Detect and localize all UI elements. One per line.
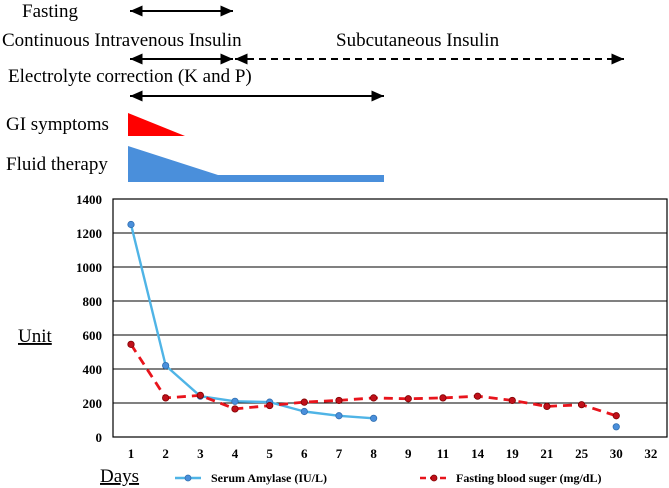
y-tick-label: 0 [96, 430, 103, 445]
fasting-label: Fasting [22, 1, 78, 22]
legend: Serum Amylase (IU/L) Fasting blood suger… [175, 471, 601, 485]
amylase-point [127, 220, 135, 229]
amylase-point [162, 361, 170, 370]
y-axis-label: Unit [18, 326, 53, 347]
gi-symptoms-label: GI symptoms [6, 114, 109, 135]
y-tick-label: 800 [83, 294, 103, 309]
blood-sugar-point [196, 391, 204, 399]
blood-sugar-line [129, 343, 617, 418]
x-tick-label: 21 [540, 446, 553, 461]
x-tick-label: 4 [232, 446, 239, 461]
blood-sugar-point [335, 396, 343, 405]
legend-sugar-marker [430, 474, 438, 482]
blood-sugar-point [577, 401, 586, 409]
y-tick-label: 1200 [76, 226, 102, 241]
x-axis-label: Days [100, 466, 139, 487]
blood-sugar-point [439, 394, 447, 402]
amylase-point [335, 412, 343, 420]
amylase-line [129, 224, 374, 420]
y-tick-label: 1400 [76, 192, 102, 207]
blood-sugar-point [543, 402, 551, 410]
blood-sugar-point [127, 340, 135, 348]
gi-symptoms-wedge [128, 113, 185, 136]
blood-sugar-point [612, 412, 620, 420]
x-tick-label: 1 [128, 446, 135, 461]
x-tick-label: 6 [301, 446, 308, 461]
blood-sugar-point [473, 392, 482, 400]
x-tick-label: 2 [162, 446, 169, 461]
amylase-point [231, 397, 239, 405]
y-tick-label: 400 [83, 362, 103, 377]
amylase-point [300, 407, 308, 416]
electrolyte-label: Electrolyte correction (K and P) [8, 66, 252, 87]
legend-sugar-text: Fasting blood suger (mg/dL) [456, 471, 601, 485]
x-tick-label: 32 [644, 446, 657, 461]
x-tick-label: 30 [610, 446, 623, 461]
x-tick-label: 5 [266, 446, 273, 461]
fluid-therapy-shape [128, 146, 384, 182]
blood-sugar-point [231, 405, 239, 413]
x-tick-label: 8 [370, 446, 377, 461]
x-tick-label: 3 [197, 446, 204, 461]
y-tick-label: 600 [83, 328, 103, 343]
y-tick-label: 200 [83, 396, 103, 411]
x-tick-label: 7 [336, 446, 343, 461]
y-tick-label: 1000 [76, 260, 102, 275]
x-tick-label: 11 [437, 446, 449, 461]
blood-sugar-point [404, 395, 412, 403]
plot-frame [112, 198, 668, 438]
fluid-therapy-label: Fluid therapy [6, 154, 108, 175]
blood-sugar-point [266, 401, 274, 410]
blood-sugar-point [370, 394, 378, 402]
x-tick-label: 9 [405, 446, 412, 461]
blood-sugar-point [162, 394, 170, 402]
chart-area: 0 200 400 600 800 1000 1200 1400 1 2 3 4 5 6 7 8 9 11 14 1… [76, 192, 668, 461]
legend-amylase-marker [184, 474, 192, 482]
iv-insulin-label: Continuous Intravenous Insulin [2, 30, 242, 51]
legend-amylase-text: Serum Amylase (IU/L) [211, 471, 327, 485]
sc-insulin-label: Subcutaneous Insulin [336, 30, 500, 51]
amylase-point [370, 414, 378, 422]
x-tick-label: 14 [471, 446, 485, 461]
x-tick-label: 19 [506, 446, 520, 461]
x-tick-label: 25 [575, 446, 589, 461]
amylase-point [612, 423, 620, 431]
blood-sugar-point [300, 398, 308, 406]
blood-sugar-point [508, 396, 516, 405]
